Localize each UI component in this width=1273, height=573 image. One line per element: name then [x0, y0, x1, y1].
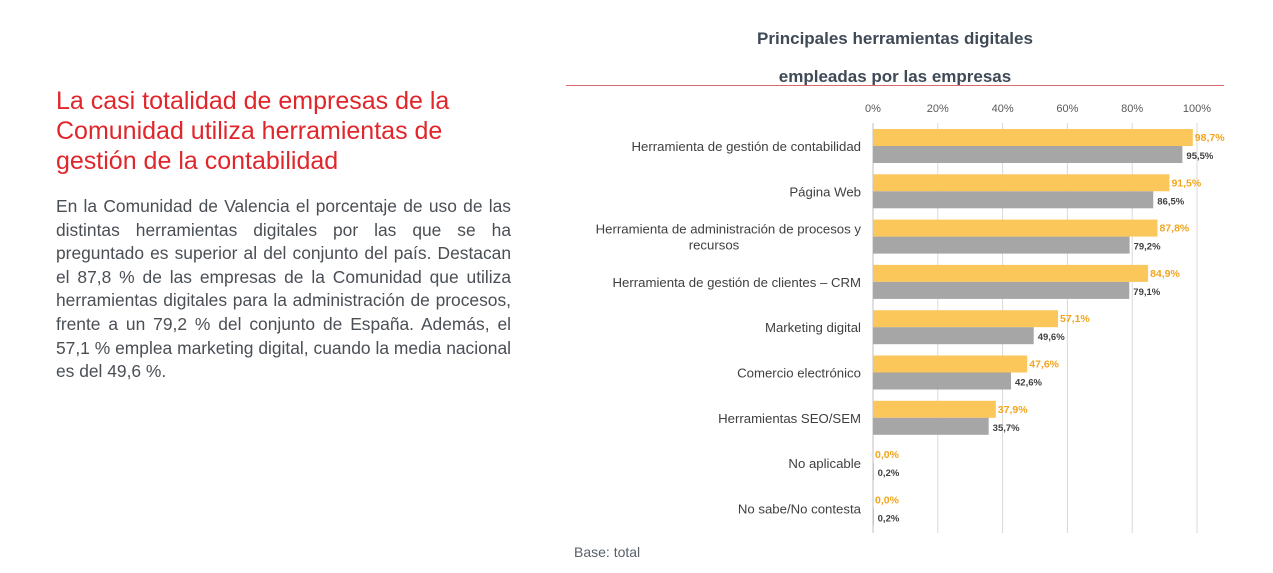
chart-title: Principales herramientas digitales emple… — [570, 20, 1220, 96]
bar-series-2 — [873, 508, 874, 526]
data-label-series-1: 98,7% — [1195, 132, 1225, 144]
data-label-series-2: 79,2% — [1134, 242, 1161, 253]
category-label: No aplicable — [788, 456, 861, 471]
data-label-series-1: 84,9% — [1150, 268, 1180, 280]
data-label-series-2: 0,2% — [878, 468, 900, 479]
category-label: Página Web — [789, 184, 861, 199]
bar-series-2 — [873, 463, 874, 481]
bar-series-1 — [873, 174, 1170, 192]
text-panel: La casi totalidad de empresas de la Comu… — [56, 86, 511, 384]
data-label-series-2: 86,5% — [1157, 196, 1184, 207]
data-label-series-1: 91,5% — [1171, 177, 1201, 189]
category-label: Marketing digital — [765, 320, 861, 335]
category-label: Comercio electrónico — [737, 366, 861, 381]
data-label-series-2: 0,2% — [878, 513, 900, 524]
bar-series-1 — [873, 310, 1059, 328]
body-paragraph: En la Comunidad de Valencia el porcentaj… — [56, 196, 511, 382]
category-label: No sabe/No contesta — [738, 501, 862, 516]
data-label-series-1: 0,0% — [875, 494, 900, 506]
data-label-series-2: 79,1% — [1133, 287, 1160, 298]
bar-series-1 — [873, 355, 1028, 373]
data-label-series-2: 35,7% — [993, 423, 1020, 434]
x-tick-label: 40% — [992, 103, 1014, 115]
category-label: Herramienta de administración de proceso… — [596, 222, 862, 237]
chart-title-line-2: empleadas por las empresas — [778, 67, 1012, 86]
data-label-series-2: 95,5% — [1186, 151, 1213, 162]
bar-series-1 — [873, 129, 1193, 146]
title-divider — [566, 85, 1224, 86]
data-label-series-2: 42,6% — [1015, 378, 1042, 389]
chart-title-line-1: Principales herramientas digitales — [757, 29, 1033, 48]
bar-series-2 — [873, 372, 1012, 390]
bar-series-1 — [873, 219, 1158, 237]
category-label-line-2: recursos — [689, 238, 740, 253]
data-label-series-1: 37,9% — [998, 404, 1028, 416]
category-label: Herramienta de gestión de clientes – CRM — [613, 275, 861, 290]
x-tick-label: 80% — [1121, 103, 1143, 115]
data-label-series-1: 87,8% — [1159, 223, 1189, 235]
x-tick-label: 20% — [927, 103, 949, 115]
category-label: Herramienta de gestión de contabilidad — [632, 139, 861, 154]
category-label: Herramientas SEO/SEM — [718, 411, 861, 426]
bar-series-1 — [873, 400, 996, 418]
bar-series-2 — [873, 146, 1183, 163]
bar-series-2 — [873, 236, 1130, 254]
bar-series-2 — [873, 281, 1130, 299]
x-tick-label: 0% — [865, 103, 881, 115]
headline: La casi totalidad de empresas de la Comu… — [56, 87, 450, 175]
bar-series-1 — [873, 264, 1149, 282]
data-label-series-1: 57,1% — [1060, 313, 1090, 325]
x-tick-label: 100% — [1183, 103, 1211, 115]
bar-series-2 — [873, 417, 989, 435]
data-label-series-2: 49,6% — [1038, 332, 1065, 343]
bar-series-2 — [873, 327, 1034, 345]
data-label-series-1: 47,6% — [1029, 359, 1059, 371]
bar-series-2 — [873, 191, 1154, 209]
x-tick-label: 60% — [1056, 103, 1078, 115]
base-footnote: Base: total — [574, 544, 641, 560]
data-label-series-1: 0,0% — [875, 449, 900, 461]
